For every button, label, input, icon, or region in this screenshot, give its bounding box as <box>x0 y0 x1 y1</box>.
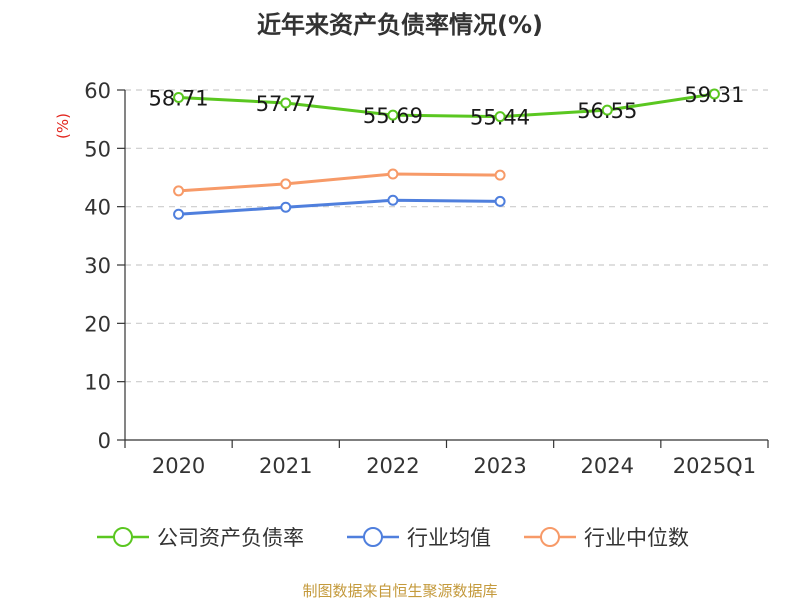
data-point <box>280 97 292 109</box>
legend-label-1: 公司资产负债率 <box>157 526 304 550</box>
data-label: 56.55 <box>577 99 637 123</box>
grid-lines <box>125 89 768 383</box>
x-tick-label: 2020 <box>152 454 205 478</box>
legend-marker-2 <box>363 527 383 547</box>
y-tick-label: 20 <box>84 312 111 336</box>
x-tick-label: 2024 <box>581 454 634 478</box>
data-label: 57.77 <box>256 92 316 116</box>
data-point <box>494 169 506 181</box>
series-line-3 <box>178 172 501 193</box>
legend-label-2: 行业均值 <box>407 526 491 550</box>
source-note: 制图数据来自恒生聚源数据库 <box>302 582 497 600</box>
data-label: 55.69 <box>363 104 423 128</box>
y-tick-label: 0 <box>98 429 111 453</box>
series-line-2 <box>178 198 501 216</box>
data-point <box>280 178 292 190</box>
series-line-1 <box>178 92 715 119</box>
data-point <box>173 208 185 220</box>
data-point <box>494 111 506 123</box>
x-tick-label: 2022 <box>366 454 419 478</box>
legend-label-3: 行业中位数 <box>584 526 689 550</box>
data-point <box>387 194 399 206</box>
data-labels: 58.71 57.77 55.69 55.44 56.55 59.31 <box>149 83 745 130</box>
data-label: 58.71 <box>149 87 209 111</box>
data-point <box>708 88 720 100</box>
y-tick-label: 30 <box>84 254 111 278</box>
data-label: 59.31 <box>684 83 744 107</box>
x-tick-label: 2023 <box>473 454 526 478</box>
chart-title: 近年来资产负债率情况(%) <box>257 11 543 39</box>
x-tick-label: 2021 <box>259 454 312 478</box>
data-point <box>173 92 185 104</box>
data-point <box>601 104 613 116</box>
legend-marker-1 <box>113 527 133 547</box>
data-point <box>387 109 399 121</box>
data-point <box>280 201 292 213</box>
y-tick-label: 50 <box>84 137 111 161</box>
data-point <box>494 195 506 207</box>
series-lines <box>173 88 720 220</box>
y-tick-label: 60 <box>84 79 111 103</box>
y-tick-label: 40 <box>84 196 111 220</box>
legend: 公司资产负债率 行业均值 行业中位数 <box>97 526 689 550</box>
data-point <box>387 168 399 180</box>
x-tick-label: 2025Q1 <box>673 454 756 478</box>
y-tick-label: 10 <box>84 371 111 395</box>
data-label: 55.44 <box>470 106 530 130</box>
y-axis-unit-label: (%) <box>54 113 72 139</box>
legend-marker-3 <box>540 527 560 547</box>
data-point <box>173 185 185 197</box>
axes: 0 10 20 30 40 50 60 2020 2021 2022 2023 2024 2025Q1 <box>84 79 769 478</box>
